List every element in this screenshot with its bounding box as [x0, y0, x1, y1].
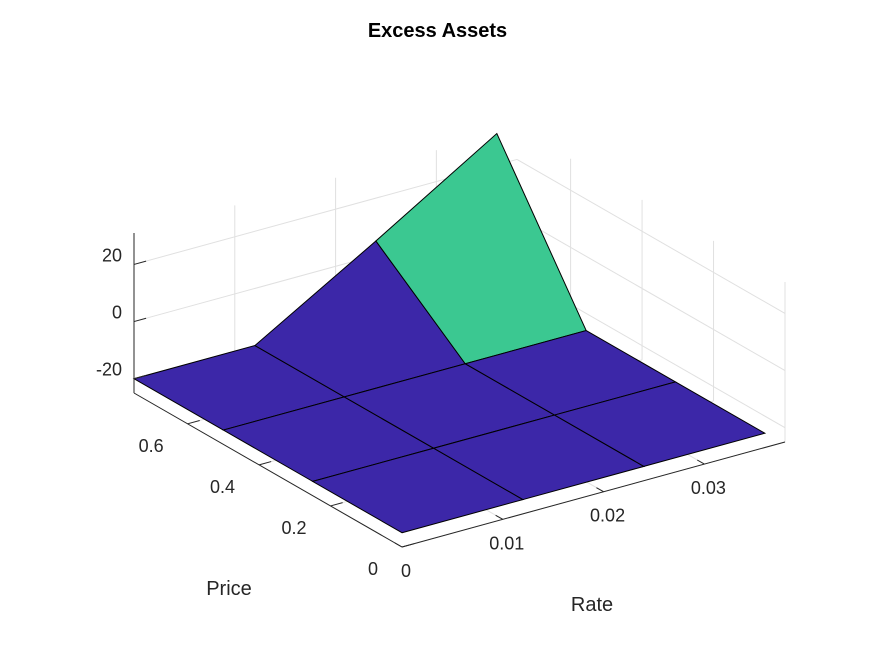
y-tick-label: 0 [368, 559, 378, 579]
x-tick [596, 487, 604, 493]
y-tick-label: 0.4 [210, 477, 235, 497]
y-tick [187, 420, 200, 425]
y-tick-label: 0.6 [139, 436, 164, 456]
x-tick-label: 0.03 [691, 478, 726, 498]
z-tick-label: 20 [102, 245, 122, 265]
x-axis-line [401, 441, 786, 548]
y-axis-label: Price [206, 578, 252, 600]
x-tick-label: 0.01 [489, 533, 524, 553]
y-tick [258, 461, 272, 466]
x-tick [696, 459, 705, 465]
grid-line [516, 216, 786, 372]
x-tick-label: 0 [401, 561, 411, 581]
y-tick-label: 0.2 [282, 518, 307, 538]
surface [132, 132, 767, 534]
y-axis-line [133, 392, 403, 548]
x-tick-label: 0.02 [590, 506, 625, 526]
z-tick [133, 317, 147, 323]
surface-patch [553, 381, 767, 467]
z-tick [133, 260, 147, 265]
z-tick-label: 0 [112, 303, 122, 323]
grid-line [516, 158, 786, 314]
axes: 0 0.01 0.02 0.03 0 0.2 0.4 0.6 -20 0 20 [96, 233, 786, 581]
x-axis-label: Rate [571, 594, 613, 616]
x-tick [495, 514, 504, 520]
x-tick [394, 542, 403, 548]
chart-title: Excess Assets [367, 20, 508, 42]
y-tick [401, 543, 415, 548]
y-tick [330, 502, 343, 507]
z-tick-label: -20 [96, 360, 122, 380]
z-tick [133, 374, 147, 380]
